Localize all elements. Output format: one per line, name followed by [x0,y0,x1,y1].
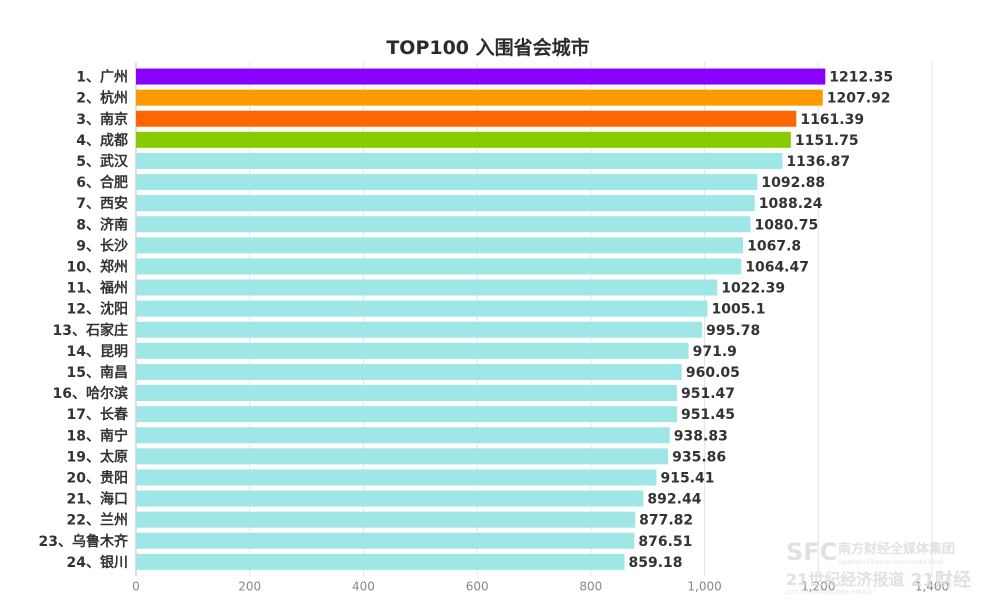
watermark-org-name-en: Southern Finance Omnimedia Corp. [838,559,945,566]
bar [136,532,635,549]
category-label: 2、杭州 [76,90,128,107]
bar [136,321,703,338]
watermark-paper-name-en: 21ST CENTURY BUSINESS HERALD [786,590,872,596]
data-label: 1207.92 [827,91,891,107]
category-label: 21、海口 [67,491,128,508]
category-label: 11、福州 [67,280,128,297]
bar [136,174,758,191]
watermark-logo: SFC 南方财经全媒体集团 Southern Finance Omnimedia… [786,538,971,596]
bar [136,469,657,486]
category-label: 1、广州 [76,69,128,86]
category-label: 19、太原 [67,448,128,465]
category-label: 6、合肥 [76,174,128,191]
category-label: 18、南宁 [67,427,128,444]
data-label: 1136.87 [786,154,850,170]
bar [136,406,677,423]
data-label: 971.9 [693,344,737,360]
bars [136,68,826,570]
data-label: 1212.35 [829,70,893,86]
data-label: 1022.39 [721,281,785,297]
category-label: 15、南昌 [67,364,128,381]
x-tick-label: 400 [352,579,375,593]
x-tick-label: 0 [132,579,140,593]
bar [136,553,625,570]
bar [136,448,669,465]
data-label: 1092.88 [761,175,825,191]
bar [136,427,670,444]
data-label: 1151.75 [795,133,859,149]
category-label: 4、成都 [76,132,128,149]
data-label: 1088.24 [759,196,823,212]
data-label: 892.44 [647,492,701,508]
bar [136,89,823,106]
bar [136,279,718,296]
data-label: 859.18 [629,555,683,571]
category-labels: 1、广州 2、杭州 3、南京 4、成都 5、武汉 6、合肥 7、西安 8、济南 9、长沙 10、郑… [39,69,129,571]
bar [136,363,682,380]
data-label: 1067.8 [747,238,801,254]
data-label: 935.86 [672,449,726,465]
x-tick-label: 800 [579,579,602,593]
data-label: 876.51 [638,534,692,550]
x-tick-label: 1,400 [915,579,949,593]
bar [136,258,742,275]
x-tick-label: 600 [466,579,489,593]
watermark-logo-text: SFC [786,538,837,566]
data-label: 915.41 [660,470,714,486]
category-label: 23、乌鲁木齐 [39,533,129,550]
category-label: 24、银川 [67,554,128,571]
watermark-brand: 21财经 [910,569,971,591]
x-tick-label: 1,000 [687,579,721,593]
data-label: 938.83 [674,428,728,444]
data-label: 1064.47 [745,259,809,275]
bar [136,68,826,85]
watermark-org-name: 南方财经全媒体集团 [838,541,955,557]
category-label: 7、西安 [76,195,128,212]
watermark-paper-name: 21世纪经济报道 [786,570,904,589]
category-label: 14、昆明 [67,344,128,360]
category-label: 3、南京 [76,111,128,128]
data-label: 995.78 [706,323,760,339]
data-label: 951.47 [681,386,735,402]
bar [136,342,689,359]
data-label: 951.45 [681,407,735,423]
value-labels: 1212.35 1207.92 1161.39 1151.75 1136.87 1092.… [629,70,894,571]
bar [136,110,797,127]
bar [136,237,744,254]
category-label: 17、长春 [67,406,129,423]
data-label: 1005.1 [711,302,765,318]
bar [136,300,708,317]
category-label: 16、哈尔滨 [53,385,128,402]
bar [136,490,644,507]
category-label: 8、济南 [76,216,128,233]
category-label: 10、郑州 [67,258,128,275]
category-label: 5、武汉 [76,153,129,170]
category-label: 12、沈阳 [67,301,128,318]
x-axis-ticks: 0 200 400 600 800 1,000 1,200 1,400 [132,579,949,593]
category-label: 9、长沙 [76,237,128,254]
x-tick-label: 200 [238,579,261,593]
bar [136,511,636,528]
data-label: 877.82 [639,513,693,529]
chart-title: TOP100 入围省会城市 [386,36,589,59]
bar [136,195,755,212]
data-label: 1080.75 [754,217,818,233]
bar [136,385,677,402]
data-label: 960.05 [686,365,740,381]
category-label: 20、贵阳 [67,469,128,486]
category-label: 22、兰州 [67,512,128,529]
x-tick-label: 1,200 [801,579,835,593]
bar [136,152,783,169]
category-label: 13、石家庄 [53,322,128,339]
bar [136,216,751,233]
data-label: 1161.39 [800,112,864,128]
bar [136,131,791,148]
